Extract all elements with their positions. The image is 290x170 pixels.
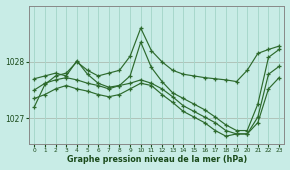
X-axis label: Graphe pression niveau de la mer (hPa): Graphe pression niveau de la mer (hPa) (67, 155, 247, 164)
